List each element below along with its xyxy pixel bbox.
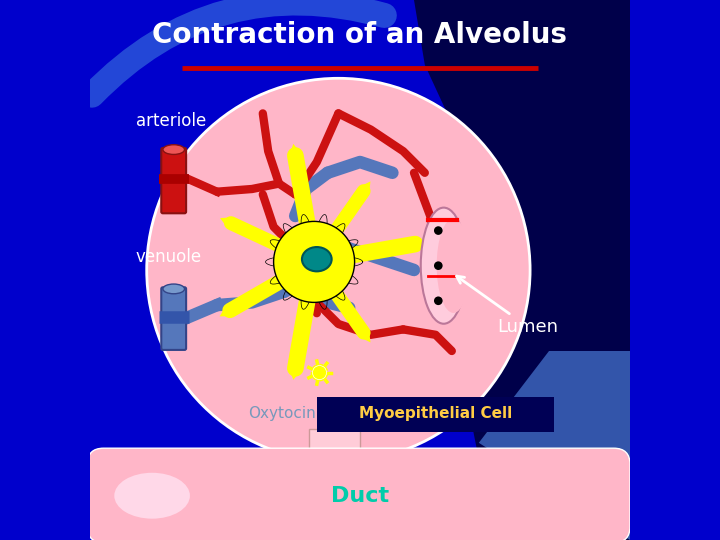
Ellipse shape: [420, 207, 467, 324]
Polygon shape: [359, 329, 371, 342]
FancyBboxPatch shape: [317, 397, 554, 432]
Polygon shape: [289, 144, 302, 157]
Polygon shape: [220, 217, 233, 229]
Ellipse shape: [302, 247, 332, 271]
Polygon shape: [289, 367, 302, 380]
Bar: [309, 429, 360, 462]
FancyBboxPatch shape: [161, 287, 186, 350]
Text: Duct: Duct: [331, 485, 389, 506]
Ellipse shape: [163, 284, 184, 294]
Polygon shape: [414, 0, 630, 540]
FancyBboxPatch shape: [87, 448, 630, 540]
FancyArrowPatch shape: [92, 3, 384, 95]
Text: Lumen: Lumen: [456, 276, 559, 336]
Circle shape: [434, 226, 443, 235]
Ellipse shape: [163, 145, 184, 154]
Polygon shape: [414, 238, 427, 251]
Ellipse shape: [436, 218, 470, 313]
Text: Myoepithelial Cell: Myoepithelial Cell: [359, 406, 512, 421]
Text: venuole: venuole: [136, 247, 202, 266]
Polygon shape: [359, 181, 371, 195]
Circle shape: [434, 261, 443, 270]
Text: Contraction of an Alveolus: Contraction of an Alveolus: [153, 21, 567, 49]
FancyBboxPatch shape: [161, 148, 186, 213]
Circle shape: [274, 221, 355, 302]
Circle shape: [147, 78, 530, 462]
Ellipse shape: [114, 473, 190, 518]
Polygon shape: [479, 351, 630, 540]
Text: arteriole: arteriole: [136, 112, 206, 131]
Circle shape: [434, 296, 443, 305]
Polygon shape: [220, 305, 233, 316]
Text: Oxytocin: Oxytocin: [248, 406, 315, 421]
Circle shape: [312, 366, 327, 380]
